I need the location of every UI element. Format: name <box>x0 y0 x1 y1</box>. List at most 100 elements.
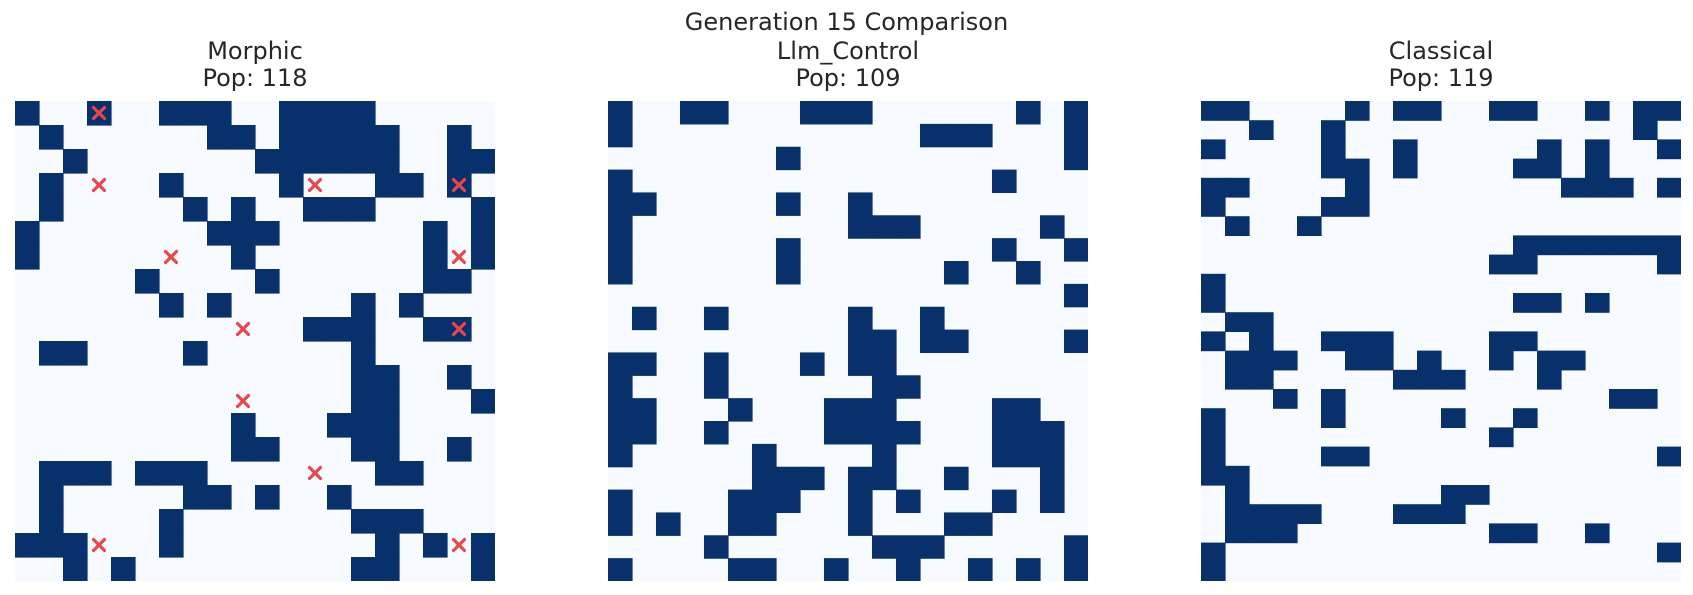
alive-cell <box>992 489 1017 514</box>
x-marker <box>91 537 107 553</box>
alive-cell <box>39 341 64 366</box>
alive-cell <box>1537 350 1562 371</box>
alive-cell <box>159 461 184 486</box>
alive-cell <box>968 123 993 148</box>
alive-cell <box>1064 101 1088 125</box>
alive-cell <box>1321 446 1346 467</box>
alive-cell <box>1225 216 1250 236</box>
alive-cell <box>159 533 184 558</box>
alive-cell <box>1441 504 1466 524</box>
alive-cell <box>207 293 232 318</box>
alive-cell <box>15 245 40 270</box>
alive-cell <box>1273 350 1298 371</box>
alive-cell <box>39 533 64 558</box>
alive-cell <box>800 101 825 125</box>
alive-cell <box>872 375 897 399</box>
alive-cell <box>968 558 993 581</box>
alive-cell <box>1321 331 1346 352</box>
alive-cell <box>1441 408 1466 428</box>
alive-cell <box>1465 485 1490 505</box>
alive-cell <box>728 512 753 536</box>
alive-cell <box>399 461 424 486</box>
alive-cell <box>800 466 825 491</box>
alive-cell <box>1040 489 1065 514</box>
alive-cell <box>608 123 633 148</box>
alive-cell <box>632 352 657 376</box>
alive-cell <box>1345 158 1370 179</box>
alive-cell <box>231 413 256 438</box>
alive-cell <box>255 437 280 462</box>
alive-cell <box>1201 101 1226 121</box>
alive-cell <box>471 533 495 558</box>
alive-cell <box>1513 254 1538 275</box>
alive-cell <box>1657 446 1681 467</box>
alive-cell <box>1513 293 1538 313</box>
cell-grid-llm-control <box>608 101 1088 581</box>
alive-cell <box>1201 331 1226 352</box>
alive-cell <box>1016 101 1041 125</box>
alive-cell <box>608 192 633 216</box>
alive-cell <box>608 169 633 194</box>
alive-cell <box>1345 350 1370 371</box>
alive-cell <box>63 533 88 558</box>
alive-cell <box>800 352 825 376</box>
alive-cell <box>231 245 256 270</box>
alive-cell <box>608 421 633 445</box>
alive-cell <box>704 375 729 399</box>
alive-cell <box>896 215 921 239</box>
alive-cell <box>231 125 256 150</box>
alive-cell <box>111 557 136 581</box>
alive-cell <box>1201 561 1226 581</box>
panel-llm-control: Llm_Control Pop: 109 <box>608 38 1088 581</box>
alive-cell <box>1345 331 1370 352</box>
alive-cell <box>1633 235 1658 256</box>
alive-cell <box>423 269 448 294</box>
alive-cell <box>1609 235 1634 256</box>
alive-cell <box>327 413 352 438</box>
alive-cell <box>776 146 801 171</box>
alive-cell <box>1657 235 1681 256</box>
alive-cell <box>920 535 945 559</box>
population-label: Pop: 118 <box>202 64 308 92</box>
alive-cell <box>471 245 495 270</box>
alive-cell <box>1393 139 1418 160</box>
alive-cell <box>1393 369 1418 390</box>
alive-cell <box>1417 101 1442 121</box>
alive-cell <box>423 317 448 342</box>
alive-cell <box>1633 389 1658 409</box>
alive-cell <box>1064 123 1088 148</box>
alive-cell <box>848 489 873 514</box>
alive-cell <box>704 101 729 125</box>
alive-cell <box>279 125 304 150</box>
alive-cell <box>1657 177 1681 198</box>
x-marker <box>451 177 467 193</box>
alive-cell <box>1489 427 1514 448</box>
alive-cell <box>447 149 472 174</box>
alive-cell <box>1585 235 1610 256</box>
alive-cell <box>872 215 897 239</box>
alive-cell <box>1016 421 1041 445</box>
alive-cell <box>992 169 1017 194</box>
alive-cell <box>1201 139 1226 160</box>
alive-cell <box>1225 369 1250 390</box>
x-marker <box>91 105 107 121</box>
alive-cell <box>471 557 495 581</box>
x-marker <box>235 393 251 409</box>
alive-cell <box>1585 158 1610 179</box>
alive-cell <box>1345 446 1370 467</box>
alive-cell <box>159 173 184 198</box>
alive-cell <box>255 485 280 510</box>
alive-cell <box>39 485 64 510</box>
alive-cell <box>1393 101 1418 121</box>
alive-cell <box>327 149 352 174</box>
alive-cell <box>423 221 448 246</box>
alive-cell <box>351 149 376 174</box>
alive-cell <box>1321 139 1346 160</box>
alive-cell <box>1393 504 1418 524</box>
alive-cell <box>872 421 897 445</box>
alive-cell <box>944 123 969 148</box>
alive-cell <box>848 101 873 125</box>
alive-cell <box>351 341 376 366</box>
alive-cell <box>375 461 400 486</box>
alive-cell <box>1609 177 1634 198</box>
